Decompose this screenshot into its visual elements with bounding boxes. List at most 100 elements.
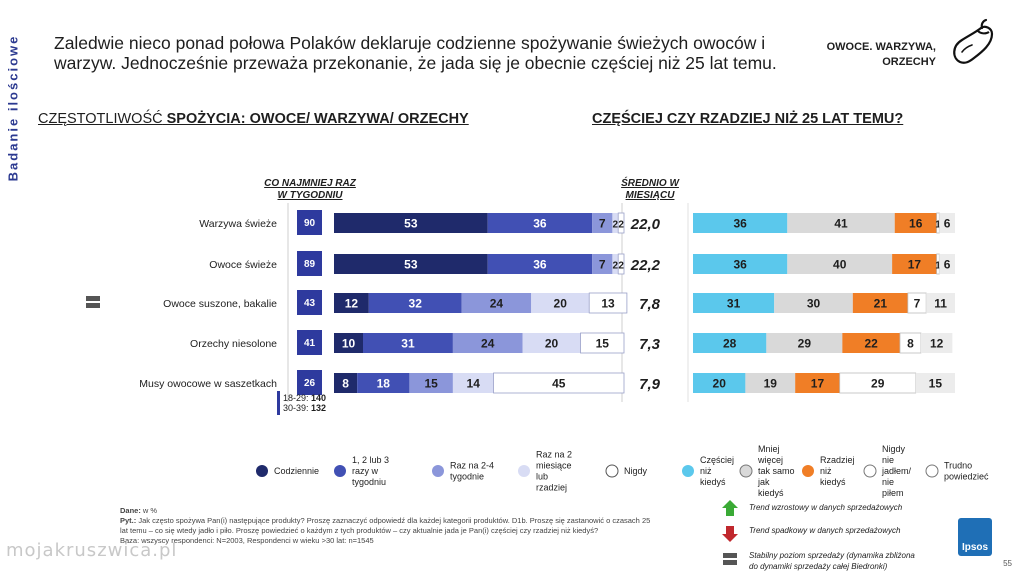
bar-value-label: 15 [424,377,438,391]
bar-segment [612,254,619,274]
weekly-total-box [297,210,322,235]
legend-left-item-swatch [605,464,619,478]
topic-label: OWOCE. WARZYWA, ORZECHY [826,41,936,68]
bar-segment [363,333,453,353]
bar-segment [334,333,363,353]
bar-segment [926,293,955,313]
bar-segment [334,254,488,274]
weekly-total-box [297,370,322,395]
bar-value-label: 20 [713,377,727,391]
bar-segment [588,292,628,314]
bar-value-label: 29 [798,337,812,351]
legend-right-item-label: tak samo [758,466,795,476]
bar-value-label: 17 [811,377,825,391]
category-label: Warzywa świeże [199,218,277,230]
legend-right-item-swatch [739,464,753,478]
bar-value-label: 1 [935,261,941,272]
legend-right-item-swatch [682,465,694,477]
legend-right-item-label: więcej [757,455,783,465]
weekly-note-marker [277,391,280,415]
bar-value-label: 36 [533,217,547,231]
page-title: Zaledwie nieco ponad połowa Polaków dekl… [54,33,777,73]
bar-value-label: 32 [409,297,423,311]
bar-segment [839,372,917,394]
bar-segment [787,254,893,274]
bar-value-label: 8 [907,337,914,351]
bar-value-label: 28 [723,337,737,351]
bar-value-label: 22 [864,337,878,351]
bar-segment [693,213,788,233]
bar-value-label: 12 [930,337,944,351]
bar-value-label: 6 [944,217,951,231]
legend-left-item-label: tygodniu [352,477,386,487]
bar-value-label: 2 [613,261,619,272]
bar-value-label: 36 [733,217,747,231]
trend-up-arrow-icon [722,500,738,516]
bar-segment [766,333,843,353]
bar-segment [592,213,613,233]
legend-right-item-label: Częściej [700,455,734,465]
bar-segment [939,254,955,274]
bar-segment [915,373,955,393]
legend-right-item-label: Rzadziej [820,455,855,465]
weekly-total-value: 26 [304,378,316,389]
weekly-total-value: 89 [304,259,316,270]
legend-right-item-label: kiedyś [820,477,846,487]
stable-trend-icon [723,553,737,558]
bar-value-label: 13 [601,297,615,311]
bar-segment [894,213,937,233]
bar-segment [693,333,767,353]
legend-right-item-label: Nigdy [882,444,906,454]
watermark: mojakruszwica.pl [6,540,178,561]
weekly-total-box [297,330,322,355]
bar-value-label: 12 [345,297,359,311]
bar-value-label: 20 [554,297,568,311]
bar-value-label: 6 [944,258,951,272]
trend-legend-label: Trend spadkowy w danych sprzedażowych [749,526,901,535]
bar-value-label: 53 [404,258,418,272]
weekly-total-box [297,251,322,276]
bar-value-label: 18 [377,377,391,391]
bar-segment [612,213,619,233]
weekly-header: CO NAJMNIEJ RAZ [264,178,357,189]
bar-value-label: 7 [914,297,921,311]
legend-right-item-label: niż [820,466,832,476]
ipsos-logo: Ipsos [958,518,992,556]
bar-segment [531,293,590,313]
trend-legend-label: Stabilny poziom sprzedaży (dynamika zbli… [749,551,915,571]
legend-left-item-label: miesiące [536,461,572,471]
legend-right-item-label: jak [757,477,770,487]
bar-segment [334,293,369,313]
legend-left-item-label: 1, 2 lub 3 [352,455,389,465]
bar-segment [842,333,900,353]
legend-left-item-swatch [334,465,346,477]
monthly-average-value: 7,3 [639,336,661,353]
bar-value-label: 7 [599,217,606,231]
legend-right-item-label: nie [882,455,894,465]
bar-value-label: 10 [342,337,356,351]
stable-trend-icon [86,296,100,301]
bar-value-label: 24 [481,337,495,351]
bar-segment [936,212,940,234]
bar-segment [693,293,775,313]
bar-segment [852,293,908,313]
bar-segment [617,212,625,234]
bar-value-label: 11 [934,297,947,311]
bar-value-label: 40 [833,258,847,272]
bar-segment [461,293,532,313]
bar-value-label: 8 [342,377,349,391]
monthly-average-value: 7,9 [639,376,661,393]
legend-right-item-label: kiedyś [700,477,726,487]
bar-segment [617,253,625,275]
legend-left-item-label: Nigdy [624,466,648,476]
legend-left-item-label: Codziennie [274,466,319,476]
monthly-average-value: 7,8 [639,296,661,313]
legend-left-item-label: Raz na 2 [536,450,572,460]
bar-segment [357,373,410,393]
bar-segment [487,254,593,274]
category-label: Owoce świeże [209,259,277,271]
stable-trend-icon [723,560,737,565]
bar-value-label: 36 [733,258,747,272]
bar-segment [787,213,895,233]
